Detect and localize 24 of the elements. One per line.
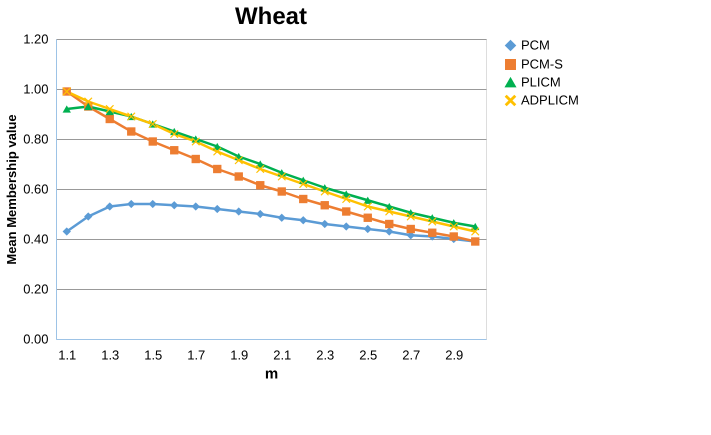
y-tick-label: 1.20 xyxy=(23,32,48,46)
x-tick-label: 1.7 xyxy=(187,348,206,362)
x-tick-label: 1.9 xyxy=(230,348,248,362)
y-tick-label: 0.40 xyxy=(23,232,48,246)
y-tick-label: 0.60 xyxy=(23,182,48,196)
x-tick-label: 1.3 xyxy=(101,348,120,362)
y-tick-label: 0.00 xyxy=(23,332,48,346)
y-tick-label: 0.80 xyxy=(23,132,48,146)
y-tick-label: 1.00 xyxy=(23,82,48,96)
x-tick-label: 2.7 xyxy=(402,348,420,362)
x-tick-label: 2.5 xyxy=(359,348,378,362)
y-axis-title: Mean Membership value xyxy=(4,114,20,265)
x-tick-label: 2.1 xyxy=(273,348,292,362)
x-tick-label: 1.1 xyxy=(58,348,76,362)
x-tick-label: 1.5 xyxy=(144,348,162,362)
x-tick-label: 2.9 xyxy=(445,348,464,362)
legend-label: PCM xyxy=(521,38,550,52)
x-axis-title: m xyxy=(264,366,278,382)
legend-label: PCM-S xyxy=(521,56,564,72)
legend-label: PLICM xyxy=(521,74,561,90)
x-tick-label: 2.3 xyxy=(316,348,334,362)
legend-label: ADPLICM xyxy=(521,92,579,108)
y-tick-label: 0.20 xyxy=(23,282,48,296)
chart-title: Wheat xyxy=(235,3,308,30)
